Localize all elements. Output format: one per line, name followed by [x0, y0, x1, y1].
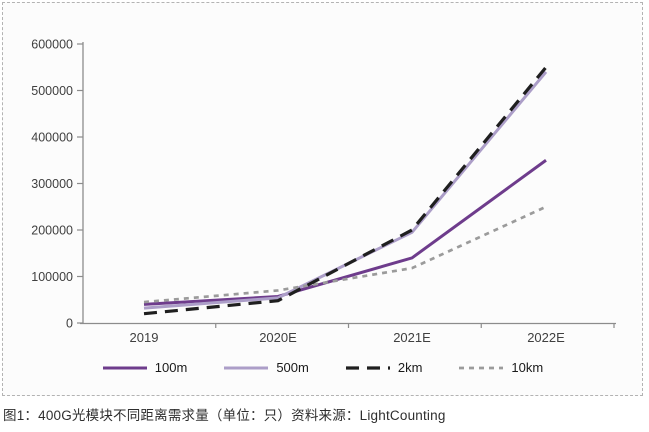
y-axis-tick-label: 300000 — [31, 177, 73, 191]
y-axis-tick-label: 0 — [66, 317, 73, 331]
legend-line-sample-10km — [459, 366, 504, 369]
chart-legend: 100m 500m 2km 10km — [3, 360, 642, 375]
legend-line-sample-2km — [345, 365, 390, 370]
series-line-10km — [143, 205, 547, 304]
series-line-2km — [143, 66, 548, 316]
legend-label-500m: 500m — [276, 360, 309, 375]
line-chart-canvas: 0 100000 200000 300000 400000 500000 600000 201… — [31, 38, 616, 345]
legend-item-100m: 100m — [102, 360, 188, 375]
x-axis-tick-label: 2019 — [130, 330, 159, 345]
legend-line-sample-100m — [102, 366, 147, 369]
series-line-500m — [143, 70, 548, 310]
y-axis-tick-label: 200000 — [31, 224, 73, 238]
legend-line-sample-500m — [224, 366, 269, 369]
y-axis-tick-label: 600000 — [31, 38, 73, 52]
legend-item-10km: 10km — [458, 360, 543, 375]
legend-label-10km: 10km — [511, 360, 544, 375]
legend-label-2km: 2km — [397, 360, 423, 375]
y-axis-tick-label: 500000 — [31, 84, 73, 98]
legend-item-2km: 2km — [345, 360, 423, 375]
legend-item-500m: 500m — [223, 360, 309, 375]
y-axis-tick-label: 400000 — [31, 131, 73, 145]
legend-label-100m: 100m — [154, 360, 188, 375]
x-axis-tick-label: 2022E — [527, 330, 565, 345]
x-axis-tick-label: 2020E — [259, 330, 297, 345]
chart-frame: 0 100000 200000 300000 400000 500000 600000 201… — [2, 2, 643, 396]
series-line-100m — [143, 159, 547, 306]
x-axis-tick-label: 2021E — [393, 330, 431, 345]
y-axis-tick-label: 100000 — [31, 270, 73, 284]
figure-caption: 图1：400G光模块不同距离需求量（单位：只）资料来源：LightCountin… — [3, 408, 446, 423]
